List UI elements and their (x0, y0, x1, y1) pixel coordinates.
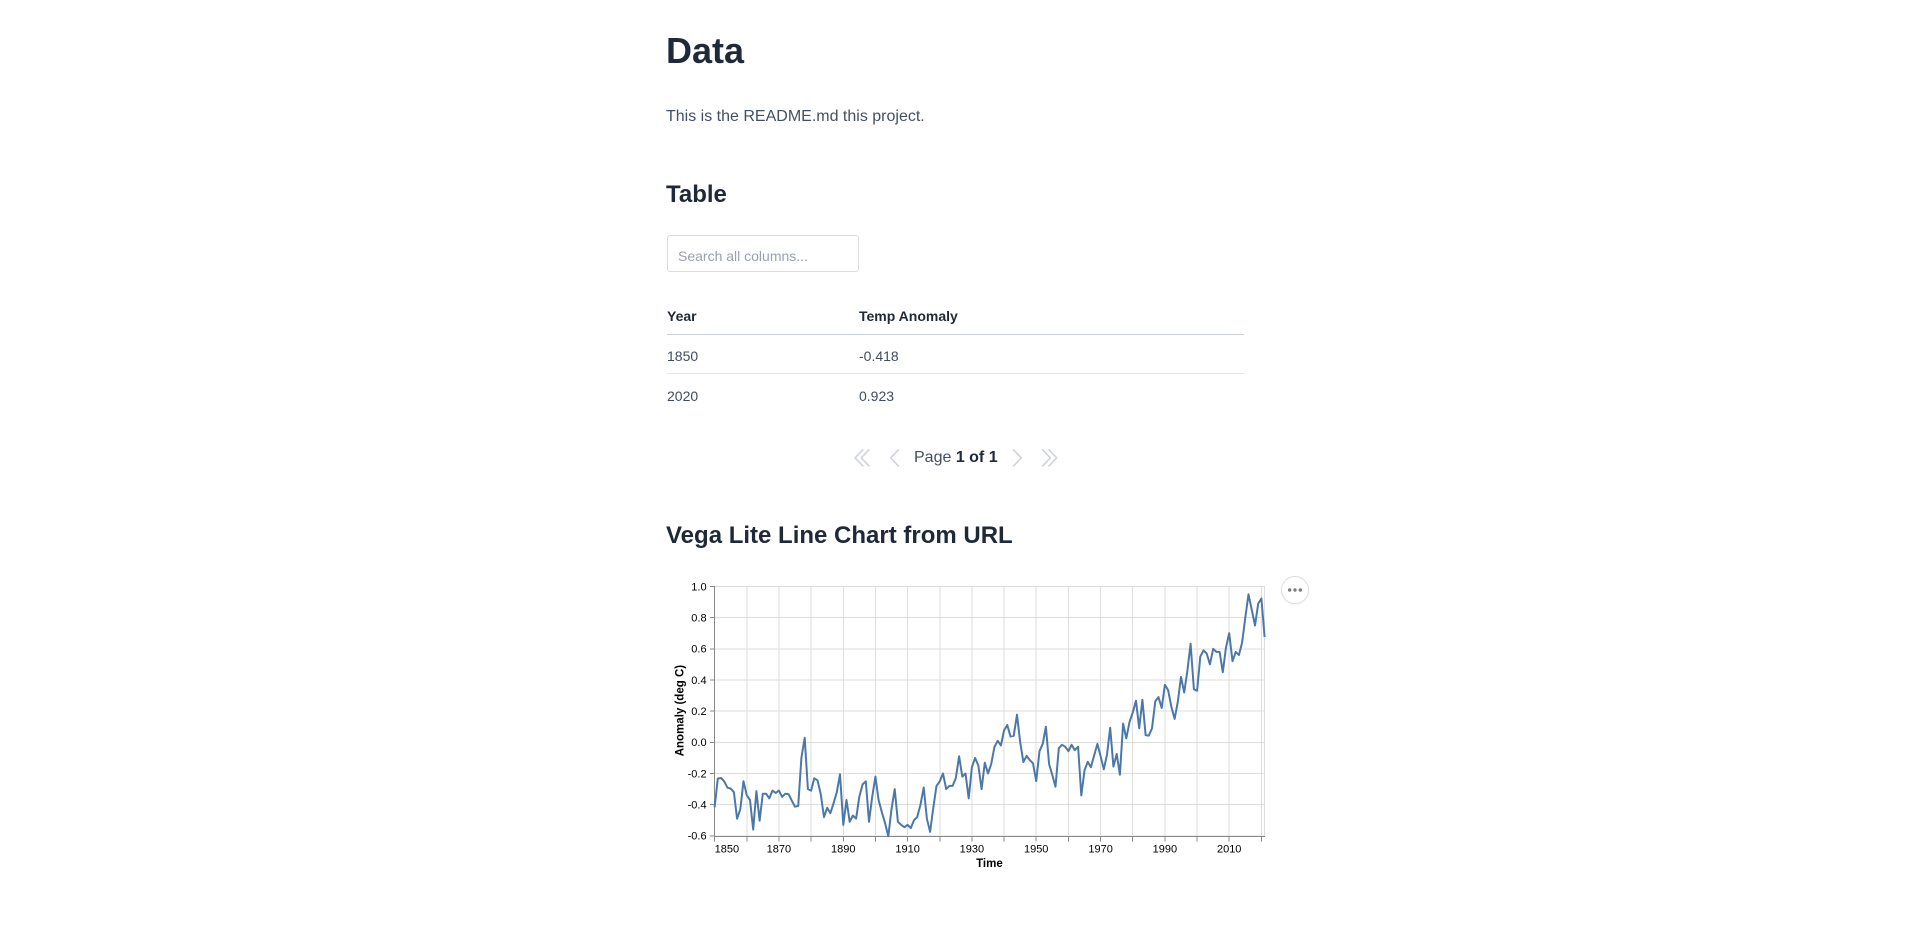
svg-text:1870: 1870 (767, 843, 791, 855)
svg-text:Time: Time (976, 858, 1003, 870)
svg-text:-0.6: -0.6 (688, 831, 707, 843)
svg-text:2010: 2010 (1217, 843, 1241, 855)
svg-text:-0.4: -0.4 (688, 800, 707, 812)
svg-text:0.2: 0.2 (691, 706, 706, 718)
svg-text:-0.2: -0.2 (688, 768, 707, 780)
svg-text:1910: 1910 (895, 843, 919, 855)
svg-text:0.4: 0.4 (691, 675, 706, 687)
svg-text:1.0: 1.0 (691, 581, 706, 593)
svg-text:1890: 1890 (831, 843, 855, 855)
svg-text:1850: 1850 (715, 843, 739, 855)
svg-text:0.8: 0.8 (691, 613, 706, 625)
svg-text:1950: 1950 (1024, 843, 1048, 855)
svg-text:1970: 1970 (1088, 843, 1112, 855)
svg-text:Anomaly (deg C): Anomaly (deg C) (675, 665, 687, 757)
svg-text:0.0: 0.0 (691, 737, 706, 749)
svg-text:1990: 1990 (1153, 843, 1177, 855)
svg-text:1930: 1930 (960, 843, 984, 855)
svg-text:0.6: 0.6 (691, 644, 706, 656)
